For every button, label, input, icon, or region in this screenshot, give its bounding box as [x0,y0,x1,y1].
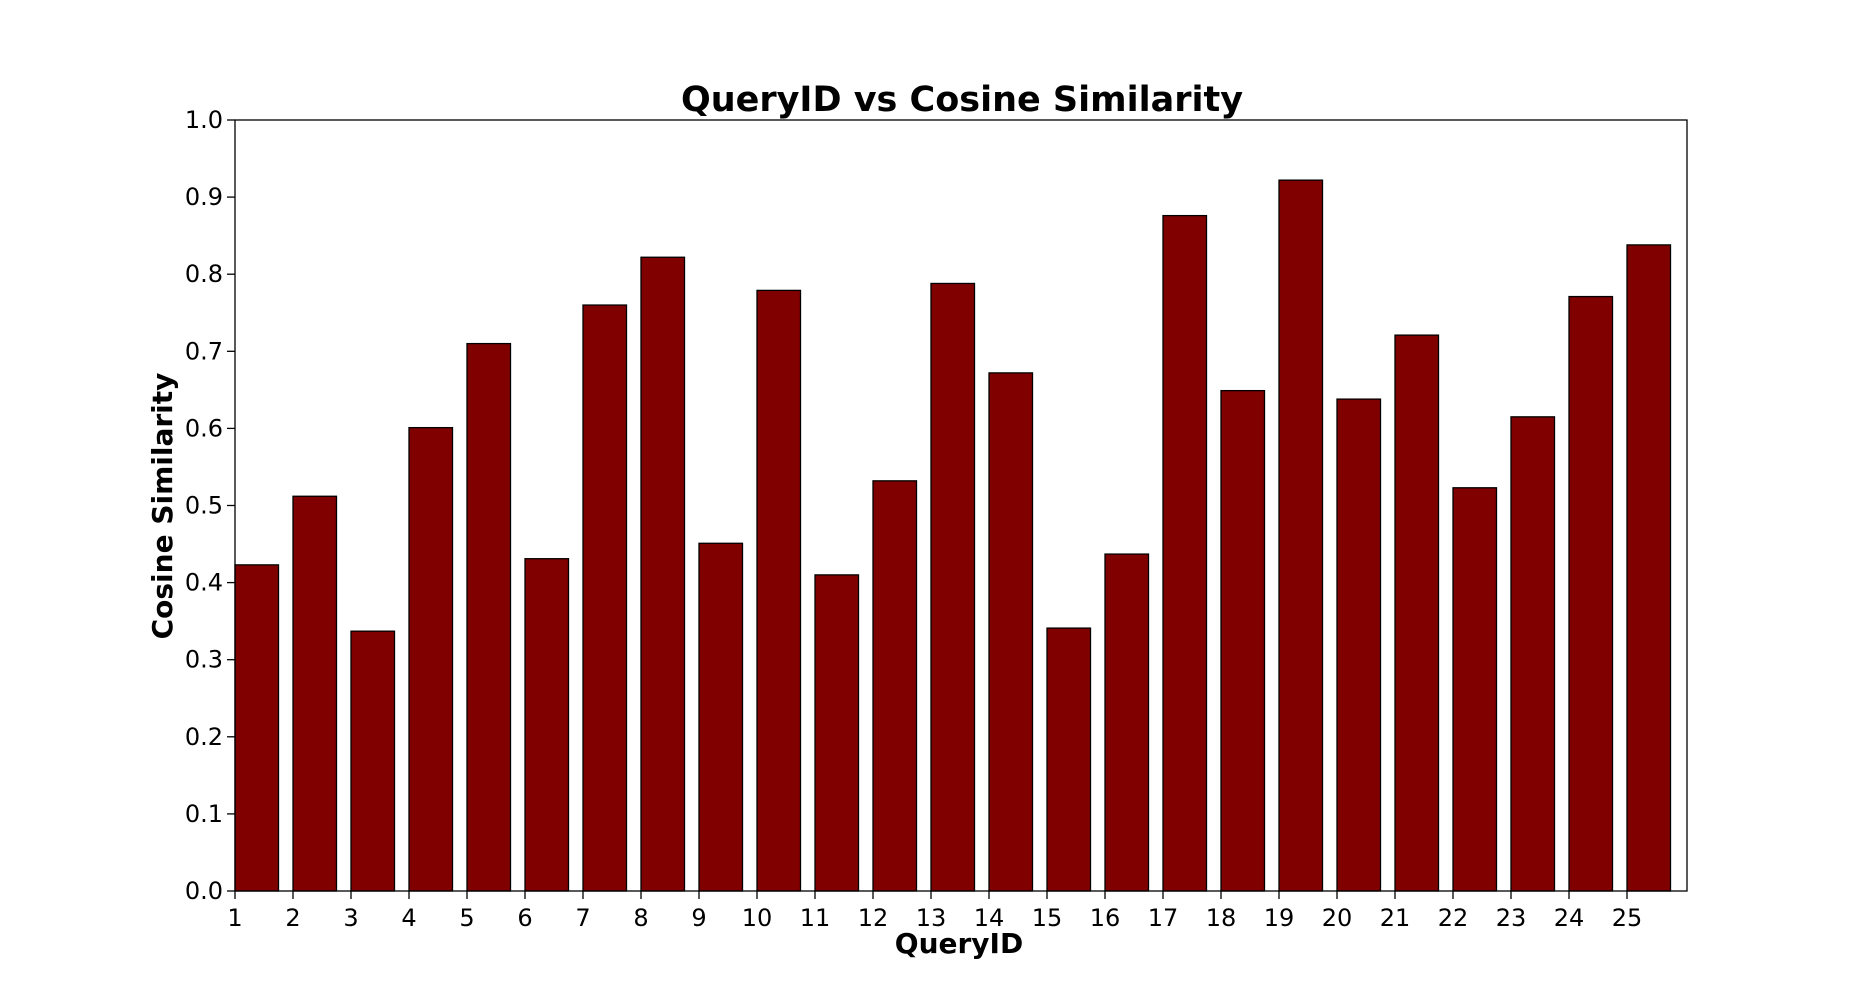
bar-23 [1510,416,1556,892]
y-tick-label: 0.1 [185,800,223,828]
bar-1 [234,564,280,892]
bar-3 [350,630,396,892]
bar-25 [1626,244,1672,892]
bar-8 [640,256,686,892]
x-tick-label: 22 [1438,904,1469,932]
y-tick-label: 0.3 [185,646,223,674]
bar-5 [466,342,512,892]
y-axis-label: Cosine Similarity [146,373,179,640]
y-tick-label: 0.8 [185,260,223,288]
x-tick-label: 8 [633,904,648,932]
x-tick-label: 2 [285,904,300,932]
bar-15 [1046,627,1092,892]
bar-10 [756,289,802,892]
x-tick-label: 11 [800,904,831,932]
bar-9 [698,542,744,892]
x-tick-label: 23 [1496,904,1527,932]
bar-11 [814,574,860,892]
y-tick-label: 0.6 [185,414,223,442]
x-tick-label: 24 [1554,904,1585,932]
bar-12 [872,480,918,892]
bar-24 [1568,295,1614,892]
x-tick-label: 21 [1380,904,1411,932]
x-tick-label: 16 [1090,904,1121,932]
bar-2 [292,495,338,892]
x-tick-label: 1 [227,904,242,932]
x-tick-label: 17 [1148,904,1179,932]
bar-22 [1452,487,1498,892]
y-tick-label: 0.9 [185,183,223,211]
x-tick-label: 25 [1612,904,1643,932]
x-axis: 1 2 3 4 5 6 7 8 9 10 11 12 13 14 15 16 17 18 19 20 21 22 23 24 2… [227,891,1642,932]
y-tick-label: 1.0 [185,106,223,134]
bar-17 [1162,214,1208,892]
bar-6 [524,558,570,892]
x-tick-label: 10 [742,904,773,932]
x-tick-label: 13 [916,904,947,932]
y-tick-label: 0.0 [185,877,223,905]
bar-18 [1220,389,1266,892]
chart-title: QueryID vs Cosine Similarity [681,80,1243,120]
y-tick-label: 0.2 [185,723,223,751]
bar-20 [1336,398,1382,892]
x-tick-label: 14 [974,904,1005,932]
y-tick-label: 0.4 [185,569,223,597]
bar-14 [988,372,1034,892]
bar-19 [1278,179,1324,892]
bar-13 [930,282,976,892]
y-tick-label: 0.5 [185,492,223,520]
x-tick-label: 3 [343,904,358,932]
y-axis: 0.0 0.1 0.2 0.3 0.4 0.5 0.6 0.7 0.8 0.9 1.0 [185,106,235,905]
x-tick-label: 20 [1322,904,1353,932]
x-tick-label: 5 [459,904,474,932]
bar-21 [1394,334,1440,892]
bar-4 [408,426,454,892]
x-tick-label: 4 [401,904,416,932]
bar-16 [1104,553,1150,892]
bars-group [234,179,1672,892]
x-tick-label: 7 [575,904,590,932]
x-tick-label: 9 [691,904,706,932]
x-tick-label: 18 [1206,904,1237,932]
x-axis-label: QueryID [895,927,1023,960]
x-tick-label: 19 [1264,904,1295,932]
x-tick-label: 12 [858,904,889,932]
bar-7 [582,304,628,892]
x-tick-label: 6 [517,904,532,932]
y-tick-label: 0.7 [185,337,223,365]
x-tick-label: 15 [1032,904,1063,932]
